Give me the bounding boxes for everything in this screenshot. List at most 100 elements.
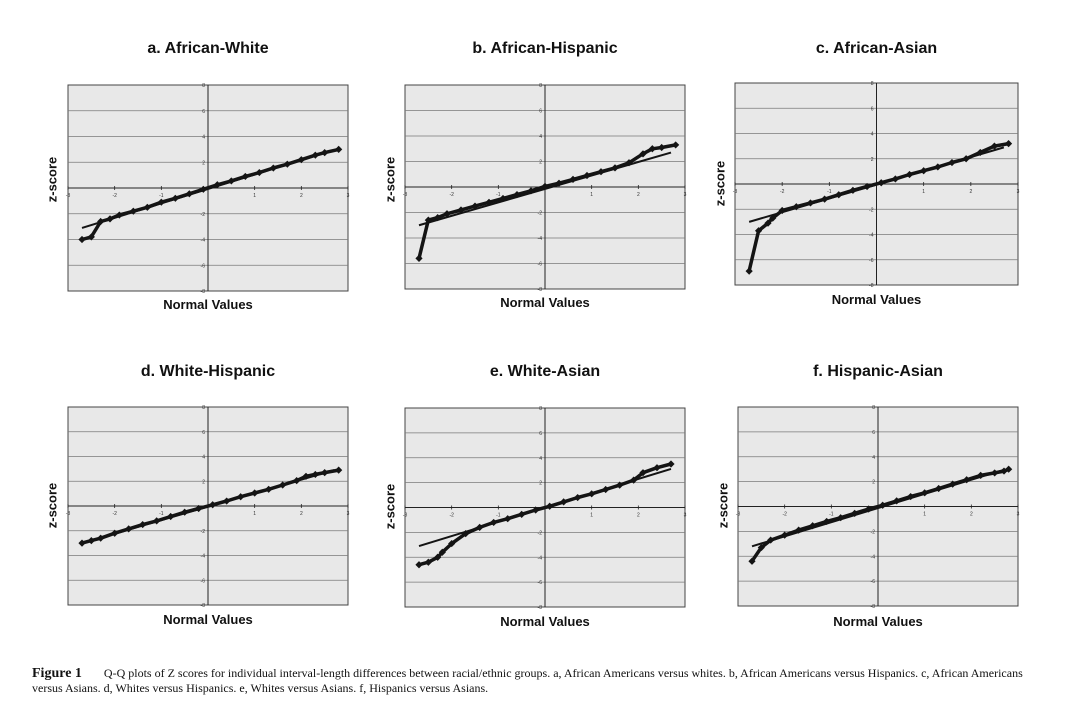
y-tick-label: -2	[201, 529, 206, 535]
data-point	[611, 164, 619, 172]
y-tick-label: 2	[202, 479, 205, 485]
chart-f: -3 -2 -1 1 2 3 8 6 4 2 -2 -4 -6 -8	[736, 405, 1020, 610]
x-tick-label: 1	[590, 192, 593, 198]
x-tick-label: -3	[403, 192, 408, 198]
x-axis-label: Normal Values	[163, 297, 253, 312]
data-point	[990, 142, 999, 150]
y-tick-label: -6	[871, 579, 876, 585]
data-point	[583, 171, 591, 180]
y-tick-label: -6	[538, 580, 543, 586]
chart-title: c. African-Asian	[815, 40, 938, 57]
y-tick-label: -4	[201, 554, 206, 560]
y-tick-label: -4	[538, 236, 543, 242]
x-axis-label: Normal Values	[833, 614, 923, 629]
data-point	[171, 194, 179, 202]
x-tick-label: 1	[253, 193, 256, 199]
data-point	[167, 512, 175, 521]
y-tick-label: -8	[538, 287, 543, 293]
data-point	[905, 170, 914, 179]
chart-title: e. White-Asian	[489, 363, 601, 380]
data-point	[527, 187, 535, 195]
chart-b: -3 -2 -1 1 2 3 8 6 4 2 -2 -4 -6 -8	[403, 83, 687, 293]
y-tick-label: 2	[202, 160, 205, 166]
y-tick-label: 6	[872, 430, 875, 436]
y-tick-label: 2	[871, 157, 874, 163]
y-tick-label: -8	[201, 289, 206, 295]
y-tick-label: -2	[538, 211, 543, 217]
y-axis-label: z-score	[712, 160, 728, 207]
x-tick-label: -3	[403, 513, 408, 519]
y-tick-label: -4	[871, 554, 876, 560]
y-tick-label: -2	[869, 207, 874, 213]
x-tick-label: 3	[347, 511, 350, 517]
x-tick-label: 2	[637, 192, 640, 198]
data-point	[672, 141, 680, 149]
y-axis-label: z-score	[715, 482, 731, 529]
data-point	[569, 175, 577, 183]
data-point	[237, 493, 245, 501]
data-point	[125, 525, 133, 533]
y-tick-label: -6	[538, 262, 543, 268]
data-point	[962, 155, 970, 163]
y-axis-label: z-score	[44, 156, 60, 203]
x-tick-label: 1	[922, 189, 925, 195]
x-tick-label: 1	[253, 511, 256, 517]
data-point	[667, 460, 675, 468]
chart-title: b. African-Hispanic	[472, 40, 618, 57]
y-tick-label: -4	[869, 233, 874, 239]
data-point	[653, 464, 661, 472]
x-tick-label: 2	[637, 513, 640, 519]
data-point	[977, 471, 985, 480]
x-tick-label: 3	[1017, 512, 1020, 518]
data-point	[792, 203, 800, 211]
x-tick-label: 2	[300, 511, 303, 517]
data-point	[541, 182, 549, 190]
data-point	[321, 468, 329, 477]
x-tick-label: -2	[780, 189, 785, 195]
data-point	[97, 534, 105, 542]
x-tick-label: 3	[684, 192, 687, 198]
x-tick-label: -1	[829, 512, 834, 518]
data-point	[139, 520, 147, 529]
y-tick-label: 8	[871, 81, 874, 87]
y-tick-label: -8	[869, 283, 874, 289]
data-point	[948, 158, 956, 167]
y-tick-label: -6	[201, 263, 206, 269]
x-tick-label: 3	[684, 513, 687, 519]
data-point	[625, 159, 633, 167]
data-point	[863, 182, 871, 191]
x-tick-label: -1	[159, 511, 164, 517]
data-point	[597, 168, 605, 176]
x-axis-label: Normal Values	[500, 295, 590, 310]
x-tick-label: -3	[736, 512, 741, 518]
chart-a: -3 -2 -1 1 2 3 8 6 4 2 -2 -4 -6 -8	[66, 83, 350, 295]
x-tick-label: -2	[449, 513, 454, 519]
x-tick-label: -1	[827, 189, 832, 195]
x-tick-label: -1	[496, 192, 501, 198]
y-tick-label: -6	[869, 258, 874, 264]
x-tick-label: 2	[970, 512, 973, 518]
y-axis-label: z-score	[44, 482, 60, 529]
data-point	[658, 143, 666, 152]
data-point	[877, 179, 885, 187]
y-tick-label: 4	[202, 455, 205, 461]
y-tick-label: 8	[202, 83, 205, 89]
y-tick-label: 8	[202, 405, 205, 411]
data-point	[1004, 140, 1013, 148]
x-tick-label: 1	[590, 513, 593, 519]
data-point	[241, 172, 249, 181]
figure-caption: Figure 1 Q-Q plots of Z scores for indivi…	[32, 666, 1042, 696]
chart-title: d. White-Hispanic	[140, 363, 276, 380]
y-tick-label: -2	[201, 212, 206, 218]
x-axis-label: Normal Values	[163, 612, 253, 627]
y-tick-label: -8	[538, 605, 543, 611]
data-point	[415, 254, 423, 262]
data-point	[1005, 465, 1013, 473]
y-tick-label: 6	[202, 109, 205, 115]
chart-e: -3 -2 -1 1 2 3 8 6 4 2 -2 -4 -6 -8	[403, 406, 687, 611]
y-tick-label: 4	[871, 132, 874, 138]
x-tick-label: 3	[1017, 189, 1020, 195]
x-tick-label: -2	[782, 512, 787, 518]
y-axis-label: z-score	[382, 156, 398, 203]
chart-title: f. Hispanic-Asian	[813, 363, 943, 380]
